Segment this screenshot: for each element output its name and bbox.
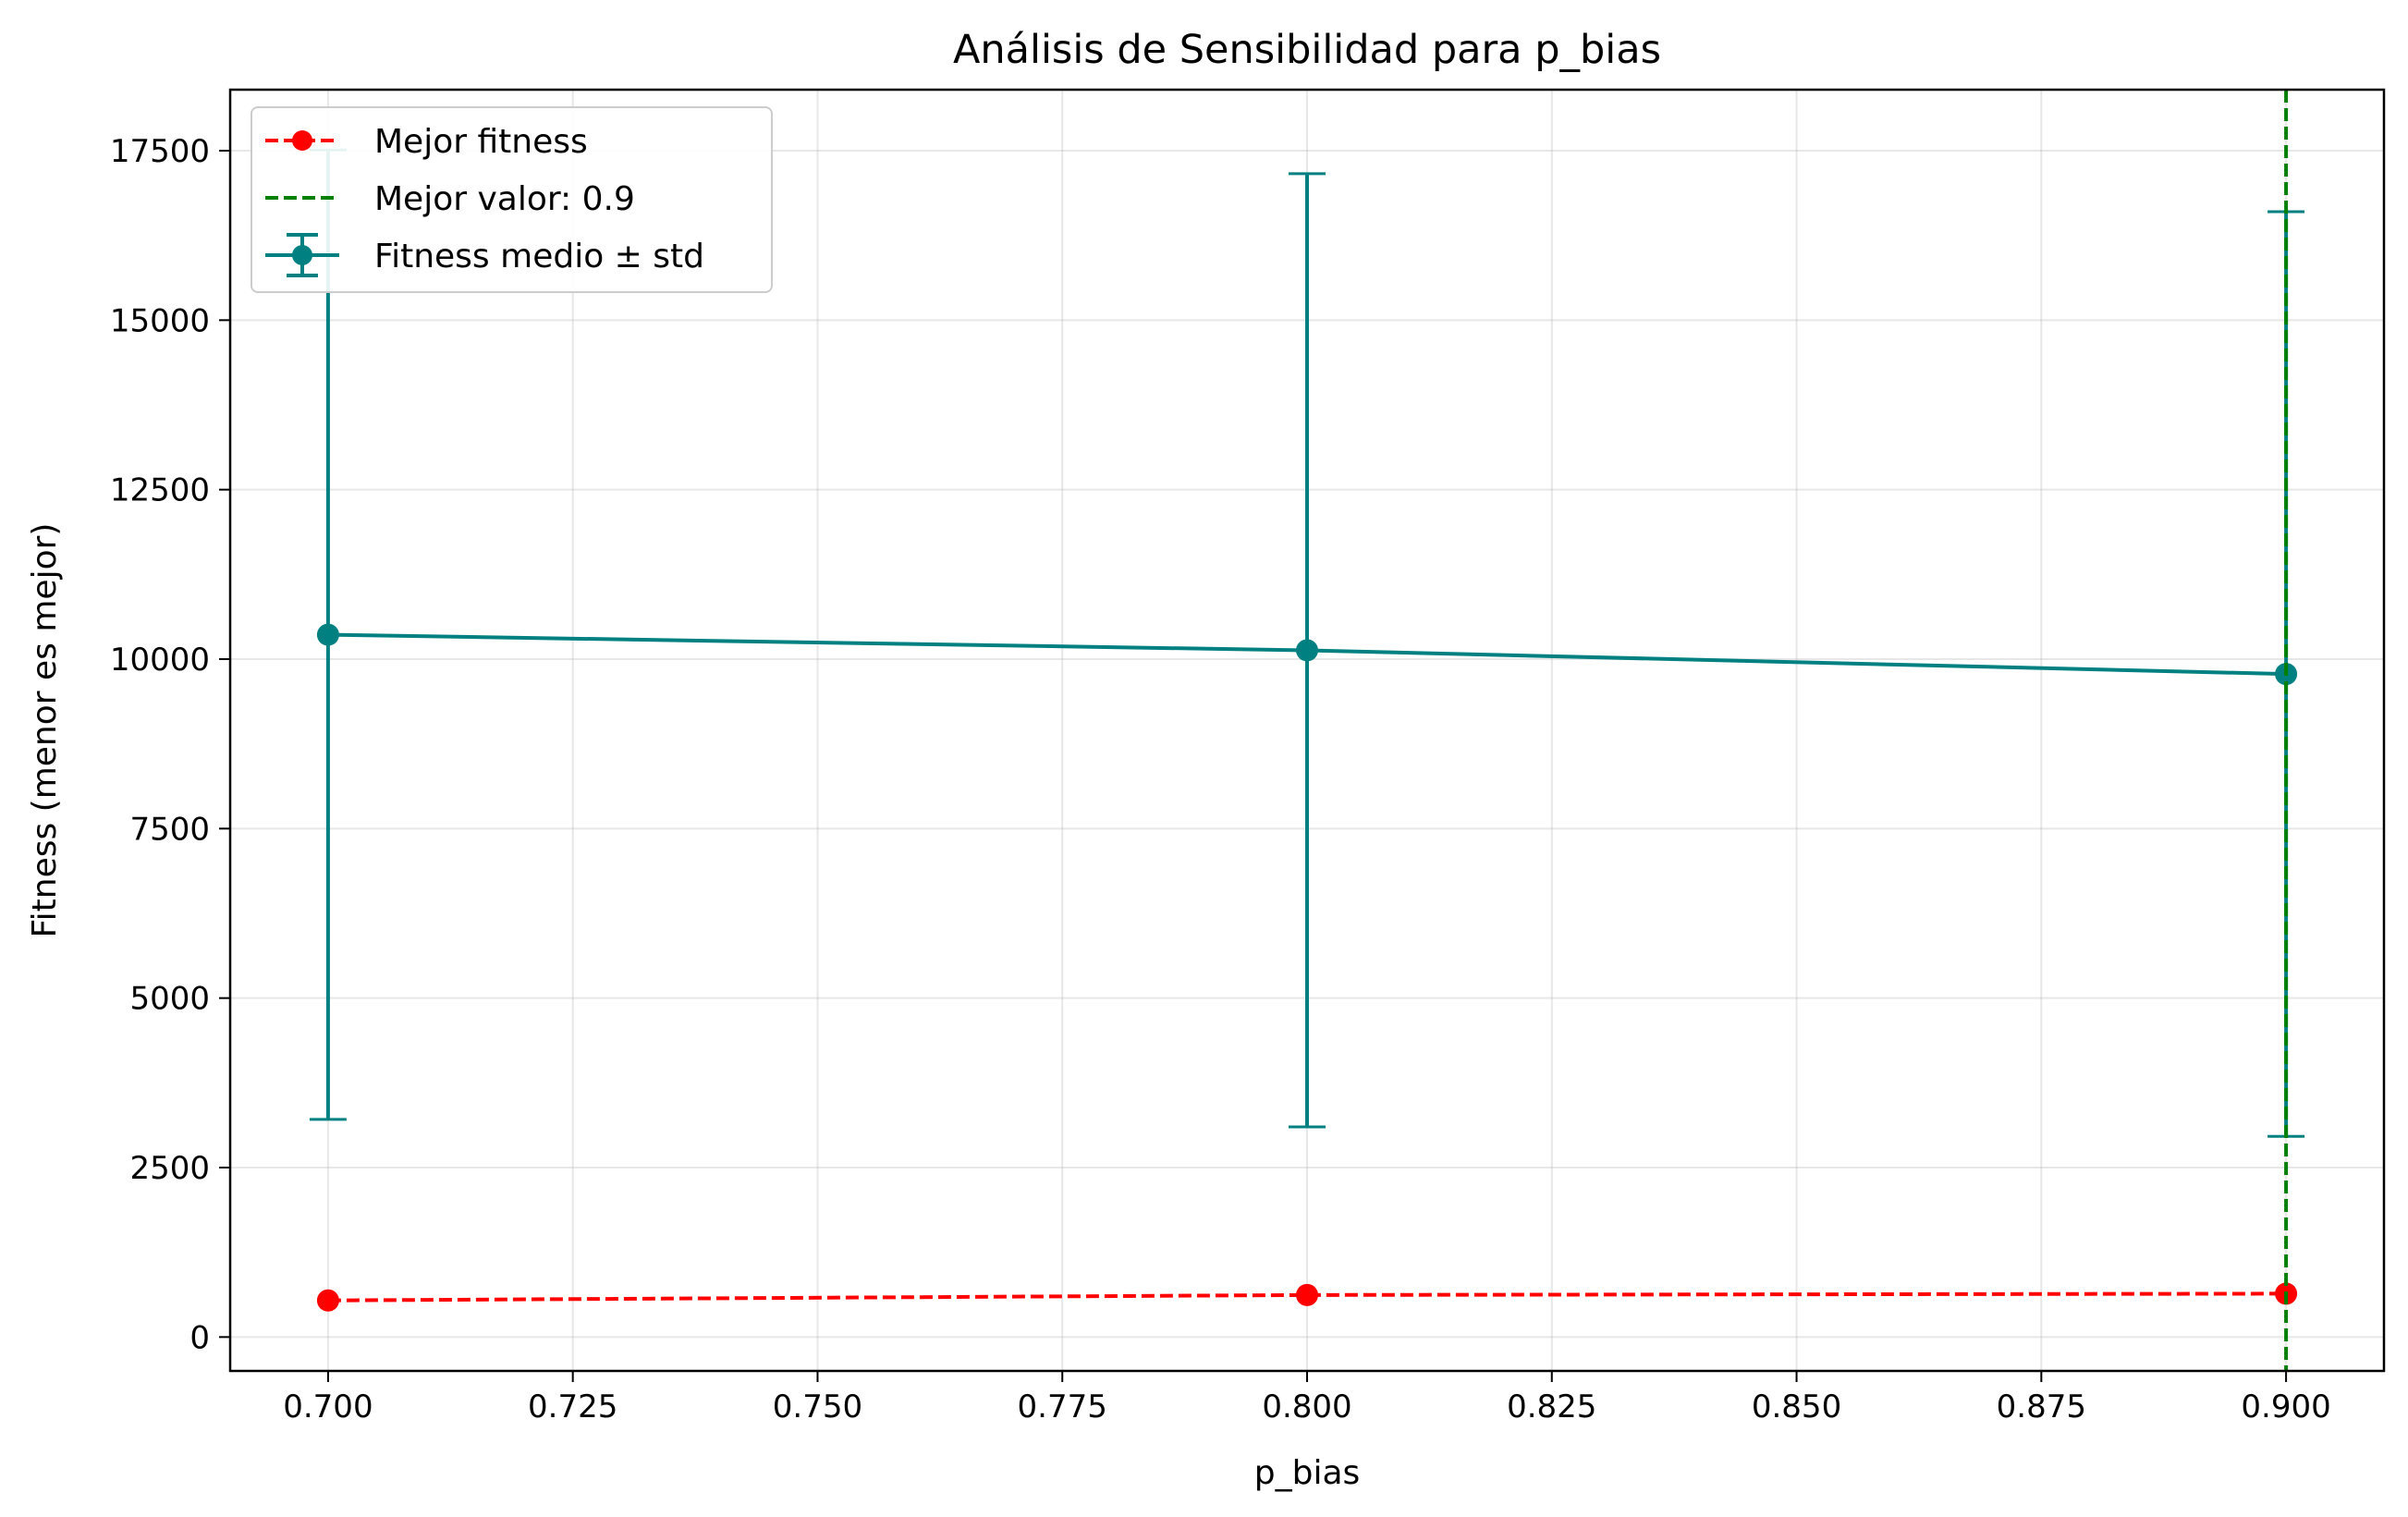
- x-tick-label: 0.800: [1262, 1389, 1351, 1425]
- x-tick-label: 0.775: [1018, 1389, 1107, 1425]
- y-tick-label: 0: [189, 1319, 210, 1356]
- y-tick-label: 5000: [129, 981, 210, 1018]
- legend-marker-best-fitness: [292, 130, 312, 151]
- x-tick-label: 0.825: [1507, 1389, 1596, 1425]
- y-tick-label: 10000: [110, 642, 210, 679]
- point-mean-fitness: [1296, 639, 1318, 662]
- legend-label-best-fitness: Mejor fitness: [374, 123, 588, 161]
- point-best-fitness: [316, 1289, 339, 1312]
- x-tick-label: 0.850: [1752, 1389, 1841, 1425]
- chart-title: Análisis de Sensibilidad para p_bias: [953, 27, 1661, 73]
- x-tick-label: 0.725: [528, 1389, 617, 1425]
- y-axis-label: Fitness (menor es mejor): [26, 523, 64, 938]
- y-tick-label: 12500: [110, 472, 210, 509]
- y-axis: 0 2500 5000 7500 10000 12500 15000 17500: [110, 133, 230, 1356]
- line-best-fitness: [327, 1291, 2287, 1303]
- legend-marker-mean-fitness: [292, 245, 312, 265]
- y-tick-label: 2500: [129, 1150, 210, 1187]
- y-tick-label: 17500: [110, 133, 210, 170]
- legend: Mejor fitness Mejor valor: 0.9 Fitness m…: [251, 106, 773, 293]
- point-mean-fitness: [316, 623, 339, 646]
- legend-label-best-value: Mejor valor: 0.9: [374, 180, 635, 218]
- x-axis-label: p_bias: [1254, 1454, 1361, 1492]
- legend-box: [251, 106, 773, 293]
- y-tick-label: 15000: [110, 302, 210, 339]
- y-tick-label: 7500: [129, 811, 210, 848]
- legend-label-mean-fitness: Fitness medio ± std: [374, 238, 704, 275]
- x-axis: 0.700 0.725 0.750 0.775 0.800 0.825 0.850 0.875…: [283, 1371, 2331, 1425]
- x-tick-label: 0.700: [283, 1389, 373, 1425]
- x-tick-label: 0.750: [773, 1389, 862, 1425]
- x-tick-label: 0.900: [2241, 1389, 2330, 1425]
- x-tick-label: 0.875: [1997, 1389, 2086, 1425]
- point-best-fitness: [1296, 1283, 1318, 1306]
- plot-content: [309, 90, 2305, 1371]
